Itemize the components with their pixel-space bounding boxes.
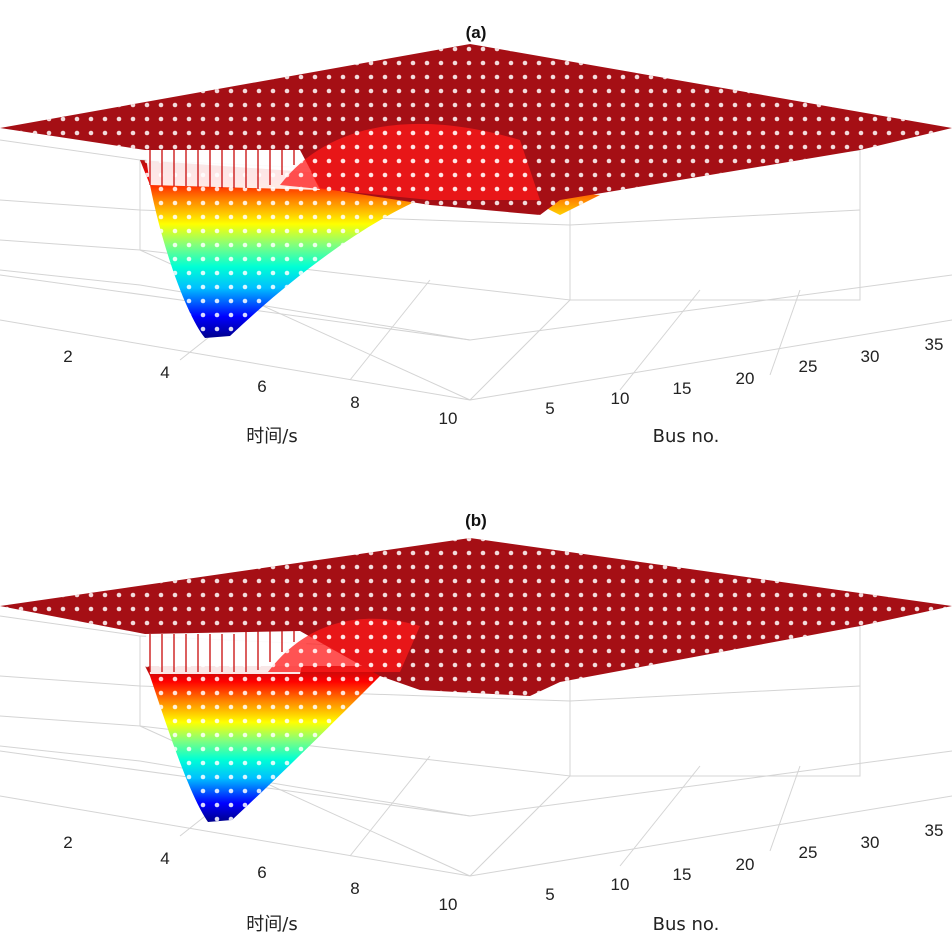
bus-ticks-b: 5 10 15 20 25 30 35 bbox=[545, 821, 943, 904]
time-axis-label-a: 时间/s bbox=[246, 426, 297, 447]
bus-tick: 25 bbox=[799, 843, 818, 862]
bus-tick: 5 bbox=[545, 399, 554, 418]
bus-tick: 10 bbox=[611, 389, 630, 408]
bus-tick: 5 bbox=[545, 885, 554, 904]
time-tick: 6 bbox=[257, 377, 266, 396]
time-ticks-b: 2 4 6 8 10 bbox=[63, 833, 457, 914]
bus-tick: 35 bbox=[925, 335, 944, 354]
bus-tick: 35 bbox=[925, 821, 944, 840]
time-ticks-a: 2 4 6 8 10 bbox=[63, 347, 457, 428]
chart-title-a: (a) bbox=[466, 23, 487, 42]
chart-title-b: (b) bbox=[465, 511, 487, 530]
plateau-surface-b bbox=[0, 538, 952, 696]
time-axis-label-b: 时间/s bbox=[246, 914, 297, 935]
bus-ticks-a: 5 10 15 20 25 30 35 bbox=[545, 335, 943, 418]
bus-tick: 30 bbox=[861, 347, 880, 366]
bus-tick: 30 bbox=[861, 833, 880, 852]
time-tick: 10 bbox=[439, 895, 458, 914]
bus-tick: 15 bbox=[673, 379, 692, 398]
grid-walls bbox=[0, 615, 952, 877]
bus-axis-label-a: Bus no. bbox=[653, 426, 720, 447]
bus-tick: 20 bbox=[736, 855, 755, 874]
time-tick: 8 bbox=[350, 879, 359, 898]
bus-tick: 15 bbox=[673, 865, 692, 884]
time-tick: 4 bbox=[160, 363, 169, 382]
dip-surface-b bbox=[145, 611, 420, 822]
time-tick: 2 bbox=[63, 833, 72, 852]
time-tick: 6 bbox=[257, 863, 266, 882]
panel-b: (b) 2 4 6 8 10 时间/s 5 10 15 20 25 30 35 … bbox=[0, 476, 952, 952]
bus-axis-label-b: Bus no. bbox=[653, 914, 720, 935]
time-tick: 2 bbox=[63, 347, 72, 366]
dip-surface-a bbox=[140, 130, 600, 338]
bus-tick: 10 bbox=[611, 875, 630, 894]
bus-tick: 25 bbox=[799, 357, 818, 376]
plateau-surface-a bbox=[0, 44, 952, 215]
surface-chart-b: (b) 2 4 6 8 10 时间/s 5 10 15 20 25 30 35 … bbox=[0, 511, 952, 935]
time-tick: 8 bbox=[350, 393, 359, 412]
time-tick: 10 bbox=[439, 409, 458, 428]
time-tick: 4 bbox=[160, 849, 169, 868]
panel-a: (a) 2 4 6 8 10 时间/s 5 10 15 20 25 30 35 … bbox=[0, 23, 952, 447]
bus-tick: 20 bbox=[736, 369, 755, 388]
surface-chart-a: (a) 2 4 6 8 10 时间/s 5 10 15 20 25 30 35 … bbox=[0, 23, 952, 447]
